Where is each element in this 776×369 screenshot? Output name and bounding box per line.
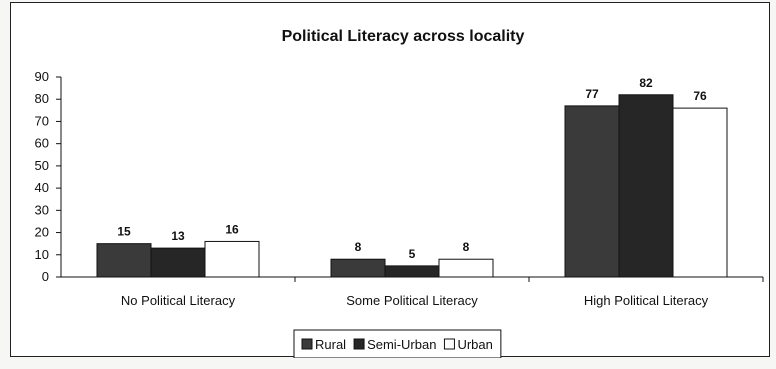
legend-label: Urban: [457, 337, 492, 352]
data-label: 82: [639, 76, 653, 90]
legend-box: [293, 329, 502, 358]
legend-swatch: [443, 338, 455, 350]
bar-semi-urban: [618, 94, 674, 278]
bar-rural: [330, 258, 386, 278]
chart-frame: Political Literacy across locality 0 10 20…: [10, 2, 770, 358]
bar-semi-urban: [150, 247, 206, 278]
y-tick-label: 0: [42, 269, 49, 284]
y-tick-label: 50: [35, 158, 49, 173]
y-tick-label: 40: [35, 180, 49, 195]
data-label: 16: [225, 222, 239, 236]
plot-area: 0 10 20 30 40 50 60 70 80 90 15 13 16 No Political Li…: [35, 69, 764, 308]
data-label: 76: [693, 89, 707, 103]
legend: Rural Semi-Urban Urban: [293, 329, 502, 358]
chart: Political Literacy across locality 0 10 20…: [35, 28, 764, 358]
bar-semi-urban: [384, 265, 440, 278]
y-tick-label: 90: [35, 69, 49, 84]
data-label: 15: [117, 225, 131, 239]
y-tick-label: 70: [35, 113, 49, 128]
y-tick-label: 60: [35, 136, 49, 151]
chart-title: Political Literacy across locality: [282, 28, 525, 45]
bar-urban: [204, 240, 260, 278]
x-category-label: Some Political Literacy: [346, 293, 478, 308]
data-label: 5: [409, 247, 416, 261]
y-tick-label: 10: [35, 247, 49, 262]
y-tick-label: 30: [35, 202, 49, 217]
legend-swatch: [301, 338, 313, 350]
data-label: 77: [585, 87, 599, 101]
y-tick-label: 80: [35, 91, 49, 106]
legend-label: Semi-Urban: [367, 337, 436, 352]
bar-rural: [564, 105, 620, 278]
bar-urban: [672, 107, 728, 278]
data-label: 8: [355, 240, 362, 254]
bar-urban: [438, 258, 494, 278]
data-label: 13: [171, 229, 185, 243]
bar-rural: [96, 243, 152, 278]
legend-swatch: [353, 338, 365, 350]
data-label: 8: [463, 240, 470, 254]
y-tick-label: 20: [35, 225, 49, 240]
x-category-label: High Political Literacy: [584, 293, 709, 308]
legend-label: Rural: [315, 337, 346, 352]
x-category-label: No Political Literacy: [121, 293, 236, 308]
